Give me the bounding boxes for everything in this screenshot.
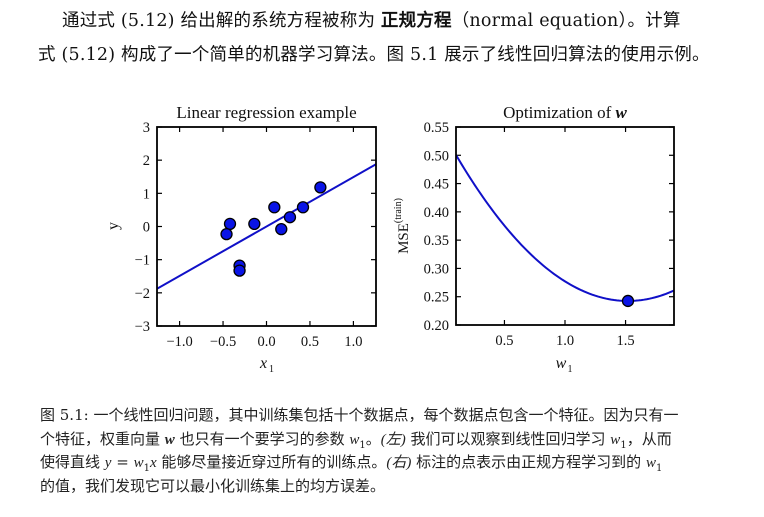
chart-title: Optimization of w: [503, 103, 627, 122]
y-tick-label: 0: [143, 220, 150, 236]
caption-row-1: 图 5.1: 一个线性回归问题，其中训练集包括十个数据点，每个数据点包含一个特征…: [40, 406, 679, 424]
regression-line: [157, 163, 376, 290]
math-weight-vector: w: [164, 431, 175, 448]
x-tick-label: −0.5: [210, 334, 236, 350]
y-tick-label: 3: [143, 120, 150, 136]
data-point: [275, 223, 288, 236]
x-axis-label-sub: 1: [269, 364, 274, 375]
x-tick-label: 1.0: [344, 334, 362, 350]
y-tick-label: 0.40: [424, 205, 449, 221]
math-sub: 1: [143, 463, 150, 474]
chart-title-text: Optimization of: [503, 103, 615, 122]
caption-text: ，从而: [626, 429, 672, 448]
x-tick-label: 0.5: [301, 334, 319, 350]
y-tick-label: 0.55: [424, 120, 449, 136]
y-tick-label: 0.30: [424, 261, 449, 277]
data-point: [248, 217, 261, 230]
math-sub: 1: [620, 439, 627, 451]
y-tick-label: 0.25: [424, 290, 449, 306]
data-point: [268, 201, 281, 214]
caption-text: 标注的点表示由正规方程学习到的: [411, 453, 646, 471]
paragraph-line-1: 通过式 (5.12) 给出解的系统方程被称为 正规方程（normal equat…: [62, 4, 681, 38]
mse-curve: [456, 154, 674, 302]
data-point: [233, 264, 246, 277]
y-tick-label: 2: [143, 153, 150, 169]
y-axis-label-sup: (train): [393, 198, 404, 223]
caption-row-2: 个特征，权重向量 w 也只有一个要学习的参数 w1。(左) 我们可以观察到线性回…: [40, 428, 760, 452]
y-tick-label: 1: [143, 186, 150, 202]
paragraph-line-2: 式 (5.12) 构成了一个简单的机器学习算法。图 5.1 展示了线性回归算法的…: [38, 45, 710, 65]
x-tick-label: −1.0: [166, 334, 192, 350]
x-axis-label-sub: 1: [568, 364, 573, 375]
x-axis-label: x: [259, 355, 267, 372]
chart-title-math: w: [616, 103, 628, 122]
chart-title: Linear regression example: [176, 103, 356, 122]
math-w: w: [133, 455, 144, 471]
y-tick-label: −3: [135, 319, 150, 335]
math-w: w: [645, 455, 656, 471]
data-point: [223, 217, 237, 230]
math-x: x: [149, 455, 157, 471]
y-tick-label: 0.45: [424, 177, 449, 193]
caption-row-4: 的值，我们发现它可以最小化训练集上的均方误差。: [40, 476, 386, 495]
data-point: [283, 211, 297, 224]
term-normal-equation: 正规方程: [380, 11, 452, 31]
plot-frame: [455, 126, 675, 326]
caption-text: 个特征，权重向量: [40, 429, 165, 448]
caption-text: 使得直线: [40, 453, 105, 471]
data-point: [220, 227, 233, 241]
paragraph-text: （normal equation）。计算: [451, 11, 681, 31]
paragraph-text: 通过式 (5.12) 给出解的系统方程被称为: [62, 11, 381, 31]
caption-row-3: 使得直线 y = w1x 能够尽量接近穿过所有的训练点。(右) 标注的点表示由正…: [40, 451, 760, 475]
y-tick-label: −1: [135, 253, 150, 269]
x-tick-label: 0.5: [495, 333, 513, 349]
data-point: [314, 181, 327, 194]
math-sub: 1: [655, 463, 663, 474]
math-sub: 1: [359, 439, 366, 451]
y-tick-label: 0.50: [424, 148, 449, 164]
linear-regression-chart: −1.0 −0.5 0.0 0.5 1.0 −3 −2 −1 0 1 2 3 Linear regres…: [105, 103, 675, 375]
caption-text: 也只有一个要学习的参数: [174, 429, 350, 448]
caption-right-marker: (右): [386, 455, 412, 471]
caption-left-marker: (左): [380, 431, 406, 448]
y-axis-label: MSE(train): [393, 198, 412, 254]
x-axis-label: w: [556, 355, 567, 372]
math-w: w: [349, 431, 360, 448]
y-tick-label: 0.35: [424, 233, 449, 249]
math-w: w: [610, 431, 621, 448]
y-tick-label: 0.20: [424, 318, 449, 334]
math-y: y: [104, 455, 112, 471]
caption-text: 我们可以观察到线性回归学习: [405, 429, 611, 448]
caption-text: 。: [365, 429, 381, 448]
y-axis-label: y: [105, 222, 122, 230]
plot-frame: [156, 126, 377, 327]
y-tick-label: −2: [135, 286, 150, 302]
math-eq: =: [111, 453, 134, 471]
x-tick-label: 0.0: [257, 334, 275, 350]
figure-caption: 图 5.1: 一个线性回归问题，其中训练集包括十个数据点，每个数据点包含一个特征…: [40, 404, 760, 498]
x-tick-label: 1.0: [556, 333, 574, 349]
caption-text: 能够尽量接近穿过所有的训练点。: [156, 453, 387, 471]
x-tick-label: 1.5: [616, 333, 634, 349]
y-axis-label-text: MSE: [396, 223, 412, 254]
data-point: [296, 201, 310, 214]
optimum-point: [621, 294, 635, 308]
